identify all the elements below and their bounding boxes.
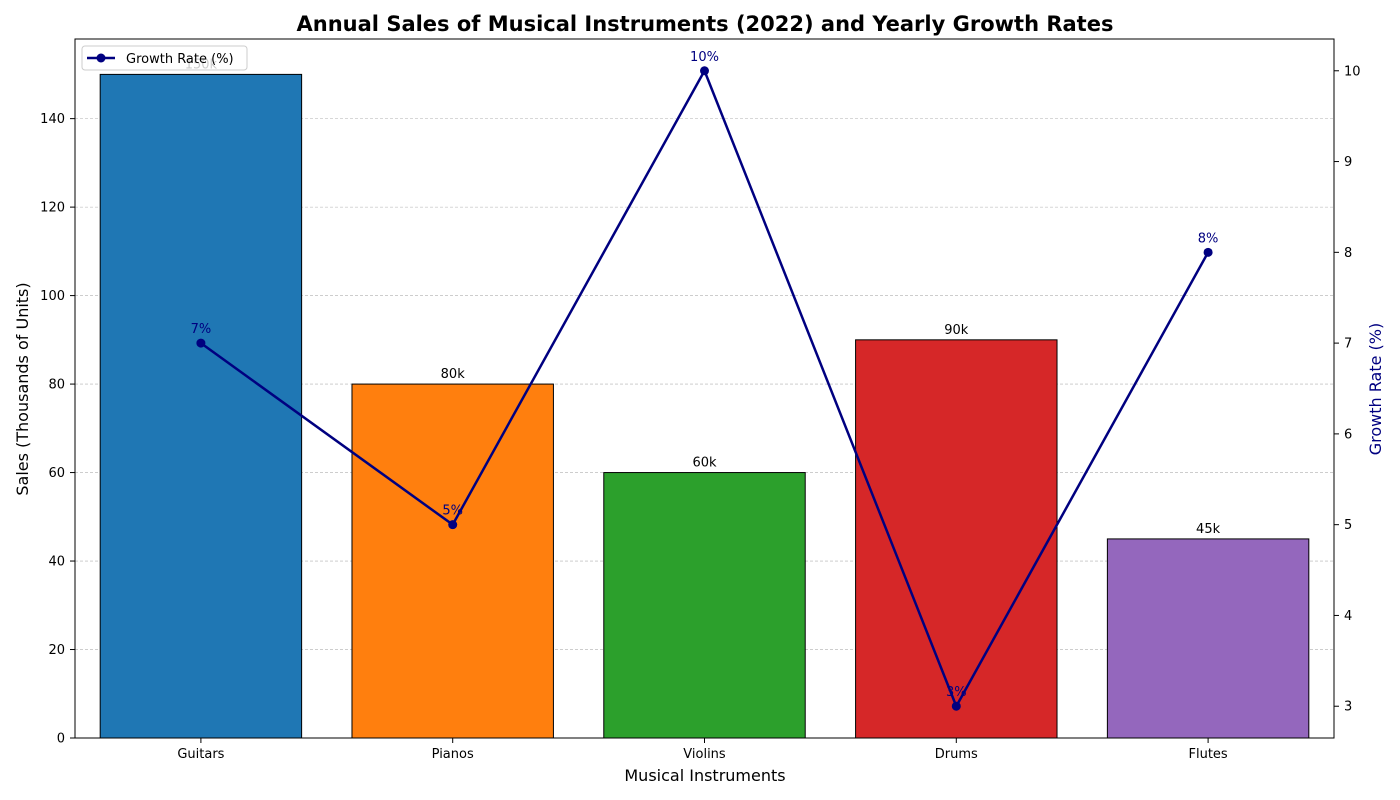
bar-value-label: 90k xyxy=(944,323,969,338)
y-tick-label: 0 xyxy=(57,732,65,747)
y2-tick-label: 8 xyxy=(1344,246,1352,261)
bar xyxy=(855,339,1058,739)
growth-value-label: 10% xyxy=(690,50,719,65)
y2-tick-label: 9 xyxy=(1344,155,1352,170)
y2-tick-label: 6 xyxy=(1344,427,1352,442)
y-tick-label: 140 xyxy=(40,112,65,127)
y2-tick-label: 10 xyxy=(1344,64,1361,79)
growth-point xyxy=(951,701,961,711)
bar-value-label: 60k xyxy=(692,456,717,471)
growth-labels: 7% 5% 10% 3% 8% xyxy=(191,50,1219,700)
x-tick-label: Flutes xyxy=(1188,747,1227,762)
y2-tick-label: 4 xyxy=(1344,609,1352,624)
growth-value-label: 8% xyxy=(1198,231,1219,246)
y-axis-label: Sales (Thousands of Units) xyxy=(13,282,32,495)
bar xyxy=(99,73,303,739)
bar xyxy=(603,472,806,739)
legend: Growth Rate (%) xyxy=(81,45,248,71)
growth-point xyxy=(700,66,709,76)
growth-value-label: 7% xyxy=(191,322,212,337)
growth-line xyxy=(196,66,1213,711)
y2-tick-label: 5 xyxy=(1344,518,1352,533)
bar-labels: 150k80k60k90k45k xyxy=(185,57,1221,537)
growth-point xyxy=(196,338,206,348)
y-tick-label: 80 xyxy=(48,378,65,393)
right-axis: 3 4 5 6 7 8 9 10 xyxy=(1334,64,1361,715)
y2-axis-label: Growth Rate (%) xyxy=(1366,323,1385,455)
legend-box xyxy=(81,45,248,71)
bar xyxy=(351,383,554,739)
growth-value-label: 5% xyxy=(442,504,463,519)
bar-value-label: 45k xyxy=(1196,522,1221,537)
x-tick-label: Guitars xyxy=(177,747,224,762)
y-tick-label: 40 xyxy=(48,555,65,570)
x-tick-label: Violins xyxy=(683,747,726,762)
y-tick-label: 20 xyxy=(48,643,65,658)
x-axis-label: Musical Instruments xyxy=(624,766,785,785)
bar xyxy=(1106,538,1310,739)
growth-point xyxy=(1203,247,1213,257)
legend-label: Growth Rate (%) xyxy=(126,52,234,67)
y-tick-label: 100 xyxy=(40,289,65,304)
bars xyxy=(99,73,1310,739)
x-axis: Guitars Pianos Violins Drums Flutes xyxy=(177,738,1228,762)
growth-point xyxy=(448,520,458,530)
y2-tick-label: 7 xyxy=(1344,337,1352,352)
y2-tick-label: 3 xyxy=(1344,700,1352,715)
growth-value-label: 3% xyxy=(946,685,967,700)
y-tick-label: 120 xyxy=(40,201,65,216)
y-tick-label: 60 xyxy=(48,466,65,481)
legend-marker-swatch xyxy=(96,53,106,63)
left-axis: 0 20 40 60 80 100 120 140 xyxy=(40,112,75,747)
bar-value-label: 80k xyxy=(441,367,466,382)
chart-title: Annual Sales of Musical Instruments (202… xyxy=(297,12,1114,36)
x-tick-label: Pianos xyxy=(432,747,474,762)
x-tick-label: Drums xyxy=(935,747,978,762)
